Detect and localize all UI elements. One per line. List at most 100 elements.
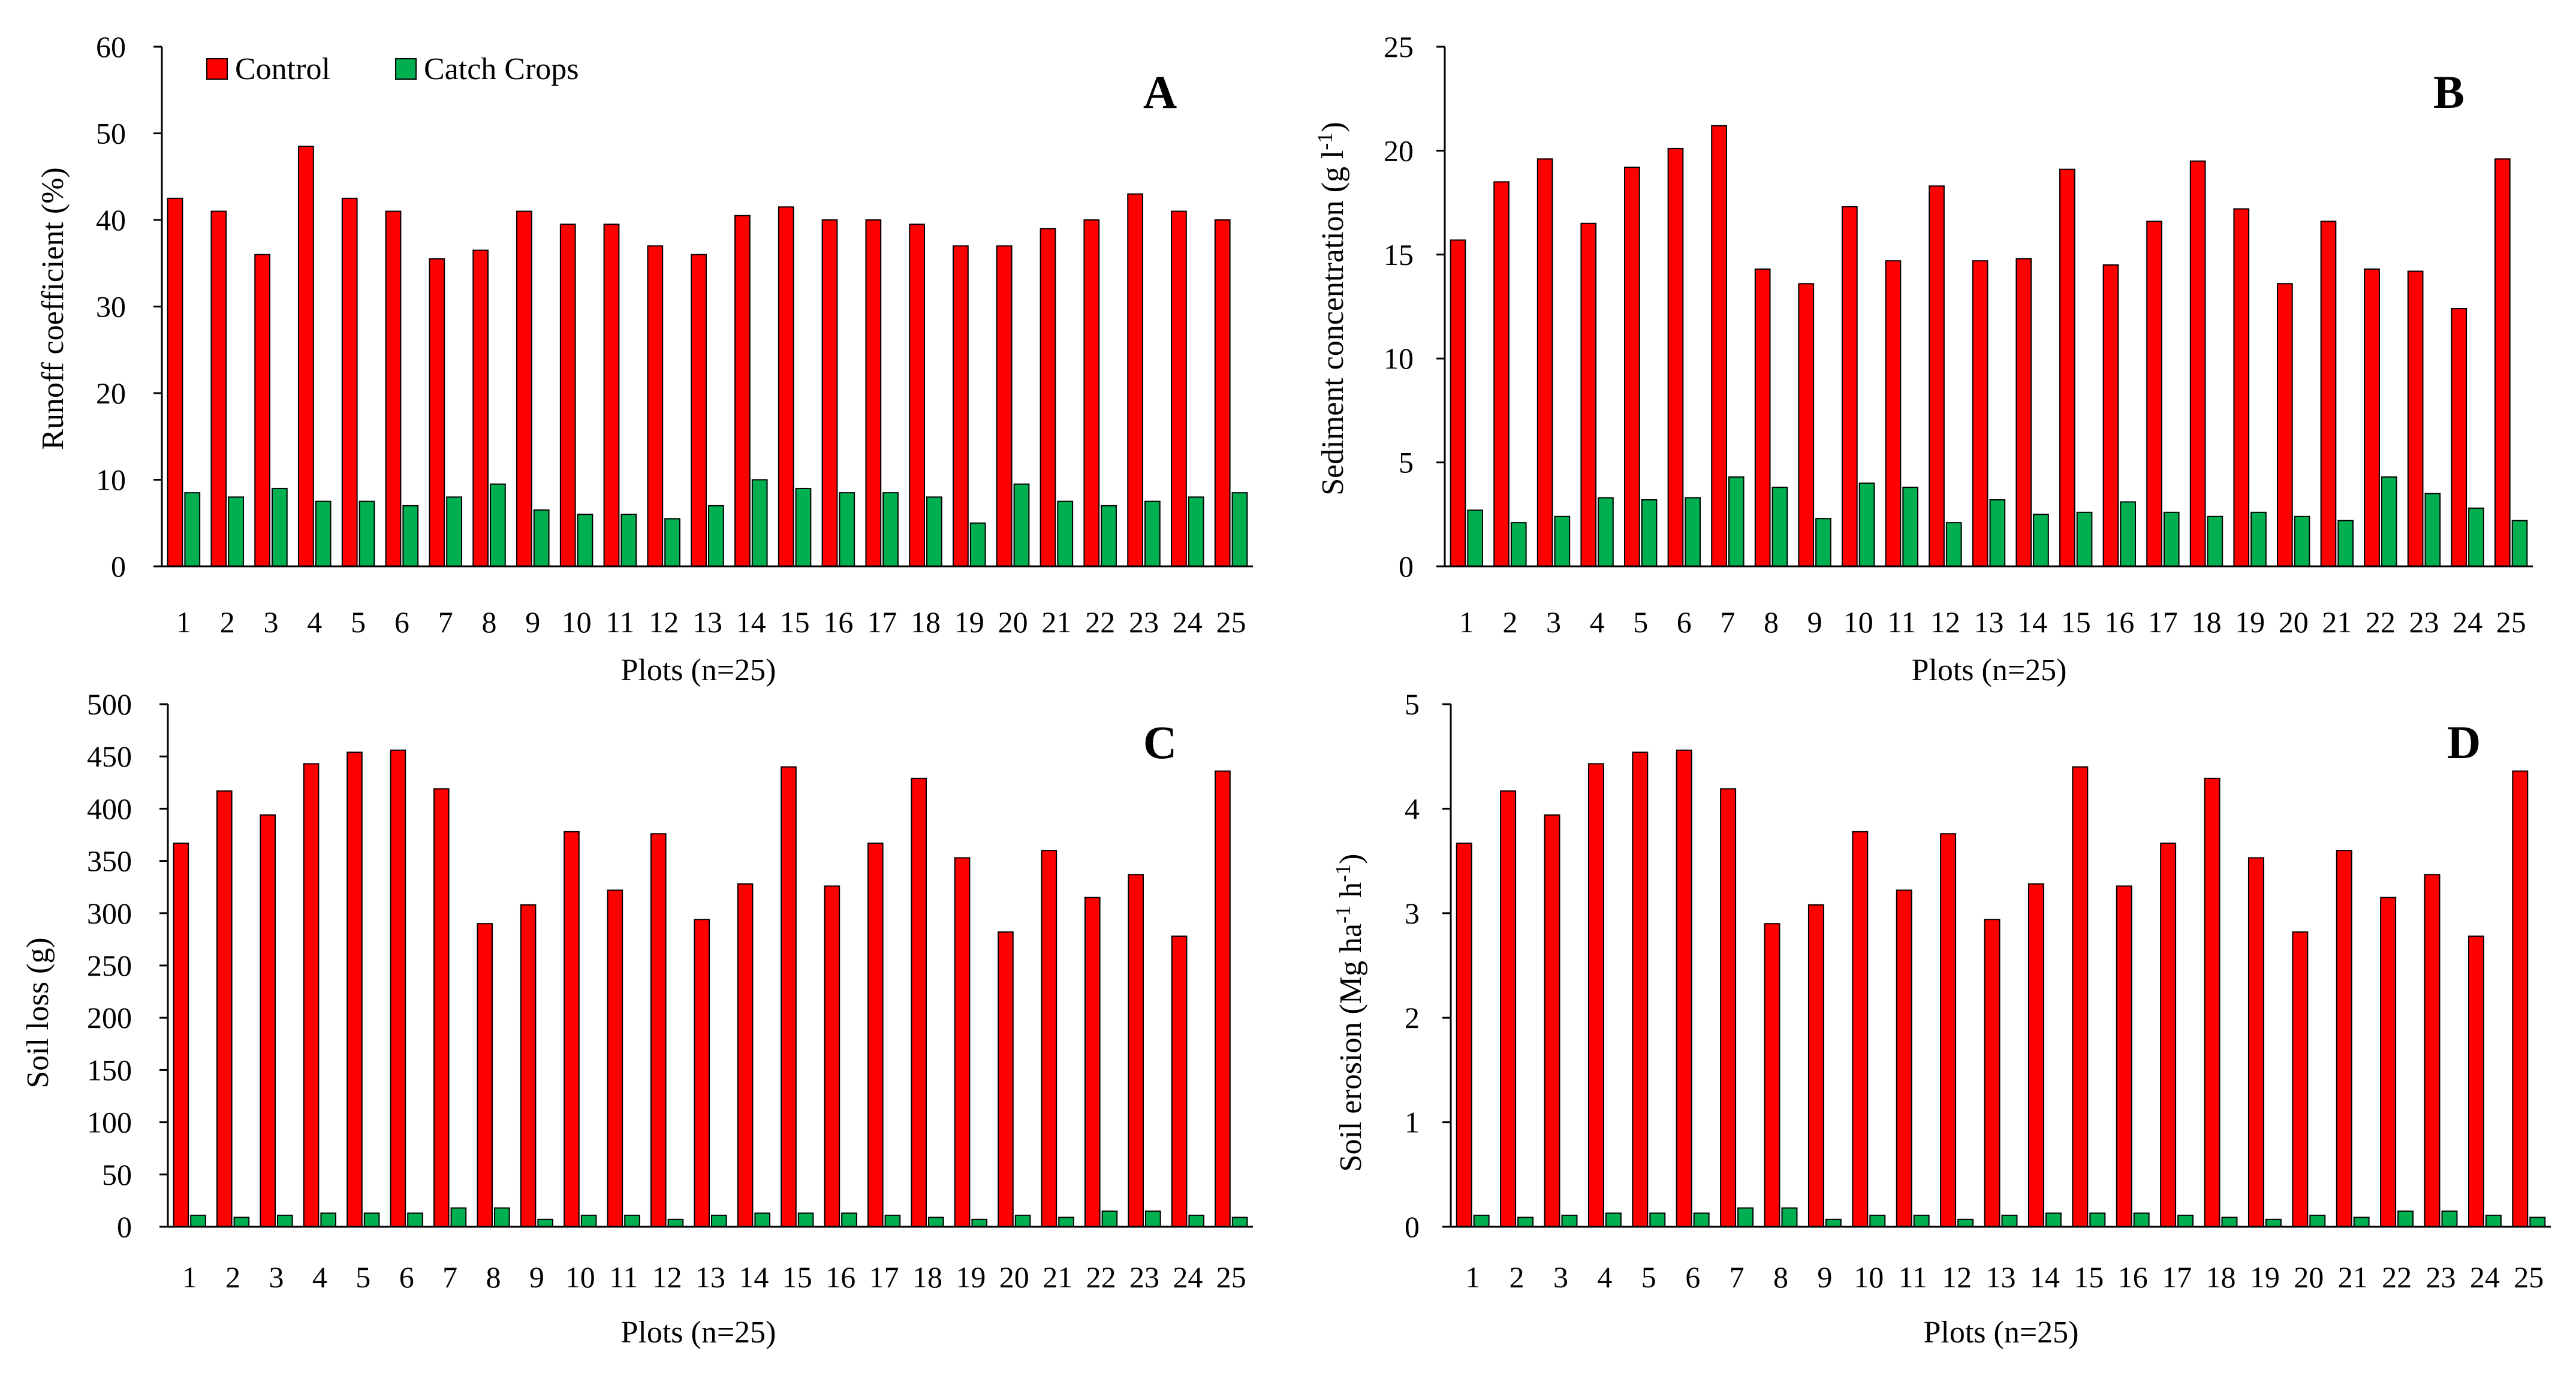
- panel-d-bar-control: [1764, 923, 1780, 1227]
- panel-c-bar-catch-crops: [494, 1207, 510, 1228]
- panel-c-bar-control: [694, 919, 710, 1228]
- panel-a-ytick-label: 40: [96, 203, 126, 237]
- panel-d-ytick-label: 5: [1405, 687, 1420, 721]
- panel-a-xtick-label: 7: [438, 605, 453, 639]
- panel-b-xtick-label: 4: [1590, 605, 1605, 639]
- panel-d-ytick-label: 0: [1405, 1210, 1420, 1244]
- panel-d-xtick-label: 10: [1854, 1260, 1884, 1294]
- panel-c-bar-control: [954, 857, 971, 1228]
- panel-b-bar-catch-crops: [2250, 511, 2267, 567]
- panel-c-bar-control: [347, 752, 363, 1227]
- panel-a-bar-control: [341, 197, 358, 567]
- panel-b-xtick-label: 10: [1843, 605, 1873, 639]
- panel-d-bar-catch-crops: [2485, 1214, 2502, 1228]
- panel-d-ytick-label: 3: [1405, 897, 1420, 930]
- panel-a-xtick-label: 23: [1129, 605, 1159, 639]
- panel-a-letter: A: [1143, 66, 1177, 118]
- panel-b-xtick-label: 20: [2279, 605, 2309, 639]
- panel-a-xtick-label: 25: [1216, 605, 1246, 639]
- panel-c-bar-catch-crops: [450, 1207, 467, 1228]
- panel-c-ytick-label: 450: [87, 740, 132, 773]
- panel-d-xtick-label: 17: [2162, 1260, 2192, 1294]
- panel-d-ytick-label: 1: [1405, 1106, 1420, 1139]
- panel-c-bar-catch-crops: [1145, 1210, 1161, 1227]
- panel-b-bar-catch-crops: [1510, 522, 1527, 567]
- panel-c-xtick-label: 25: [1216, 1260, 1246, 1294]
- panel-c-ytick-label: 200: [87, 1001, 132, 1034]
- panel-b-bar-catch-crops: [2163, 511, 2180, 567]
- panel-a-bar-catch-crops: [1101, 505, 1117, 567]
- panel-d-bar-control: [1676, 749, 1692, 1227]
- panel-a-xtick-label: 8: [482, 605, 497, 639]
- panel-d-bar-catch-crops: [1561, 1214, 1578, 1228]
- panel-d-bar-catch-crops: [2045, 1212, 2062, 1228]
- panel-d-bar-control: [2160, 842, 2177, 1227]
- panel-b-xtick-label: 24: [2453, 605, 2482, 639]
- panel-a-ytick-label: 10: [96, 463, 126, 497]
- panel-c-xtick-label: 2: [225, 1260, 240, 1294]
- panel-b-xtick-label: 15: [2061, 605, 2091, 639]
- panel-a-ytick-label: 30: [96, 290, 126, 324]
- panel-b-bar-catch-crops: [1598, 497, 1614, 568]
- panel-c-xtick-label: 13: [695, 1260, 725, 1294]
- panel-c-xtick-label: 21: [1043, 1260, 1072, 1294]
- panel-d-bar-catch-crops: [1473, 1214, 1490, 1228]
- panel-c-bar-catch-crops: [190, 1214, 206, 1228]
- panel-b-bar-control: [2146, 221, 2162, 567]
- panel-d-bar-control: [1587, 763, 1604, 1227]
- panel-a-bar-catch-crops: [184, 492, 201, 567]
- panel-d-bar-control: [1852, 831, 1869, 1227]
- panel-a-x-axis-title: Plots (n=25): [620, 653, 776, 687]
- panel-a-xtick-label: 18: [911, 605, 941, 639]
- panel-c-xtick-label: 8: [486, 1260, 501, 1294]
- panel-b-bar-catch-crops: [2337, 520, 2354, 567]
- panel-a-xtick-label: 24: [1173, 605, 1203, 639]
- panel-b-bar-control: [2189, 160, 2206, 567]
- panel-b-bar-catch-crops: [2424, 493, 2441, 567]
- panel-d-bar-catch-crops: [2177, 1214, 2194, 1228]
- panel-b-bar-catch-crops: [2381, 476, 2397, 567]
- panel-a-xtick-label: 10: [562, 605, 592, 639]
- panel-b-bar-control: [2059, 168, 2075, 567]
- panel-c-xtick-label: 17: [869, 1260, 899, 1294]
- panel-b-bar-catch-crops: [2294, 515, 2310, 568]
- panel-a-ytick-label: 20: [96, 376, 126, 410]
- panel-d-bar-control: [2292, 931, 2309, 1228]
- panel-b-xtick-label: 12: [1930, 605, 1960, 639]
- panel-b-bar-control: [2451, 307, 2467, 568]
- panel-b-bar-catch-crops: [2207, 515, 2224, 568]
- panel-c-bar-catch-crops: [624, 1214, 640, 1228]
- panel-c-xtick-label: 1: [182, 1260, 197, 1294]
- panel-d-xtick-label: 15: [2074, 1260, 2104, 1294]
- panel-a-bar-catch-crops: [620, 514, 637, 567]
- panel-d-bar-catch-crops: [2353, 1217, 2370, 1227]
- panel-d-xtick-label: 11: [1899, 1260, 1927, 1294]
- panel-d-bar-control: [2424, 874, 2441, 1227]
- panel-a-bar-catch-crops: [751, 479, 768, 567]
- panel-a-bar-control: [909, 224, 926, 568]
- panel-c-bar-catch-crops: [1231, 1217, 1248, 1227]
- panel-d-bar-control: [2116, 885, 2132, 1228]
- panel-a-xtick-label: 17: [867, 605, 897, 639]
- panel-c-bar-catch-crops: [928, 1217, 944, 1227]
- panel-c-ytick-label: 300: [87, 897, 132, 930]
- panel-d-bar-catch-crops: [1649, 1212, 1666, 1228]
- panel-a-bar-catch-crops: [1144, 500, 1161, 567]
- panel-d-bar-catch-crops: [1781, 1207, 1798, 1228]
- panel-b-bar-catch-crops: [1728, 476, 1745, 567]
- panel-d-bar-control: [1940, 833, 1957, 1227]
- panel-a-bar-control: [559, 224, 576, 568]
- panel-d-xtick-label: 20: [2294, 1260, 2324, 1294]
- panel-a-bar-control: [167, 197, 183, 567]
- panel-c-bar-control: [477, 923, 493, 1227]
- panel-b-xtick-label: 21: [2322, 605, 2352, 639]
- panel-b-xtick-label: 17: [2148, 605, 2178, 639]
- panel-d-xtick-label: 9: [1817, 1260, 1832, 1294]
- panel-d-xtick-label: 1: [1465, 1260, 1480, 1294]
- panel-b-xtick-label: 16: [2104, 605, 2134, 639]
- panel-a-xtick-label: 15: [780, 605, 810, 639]
- panel-a-xtick-label: 3: [264, 605, 279, 639]
- panel-d-bar-control: [1720, 788, 1737, 1228]
